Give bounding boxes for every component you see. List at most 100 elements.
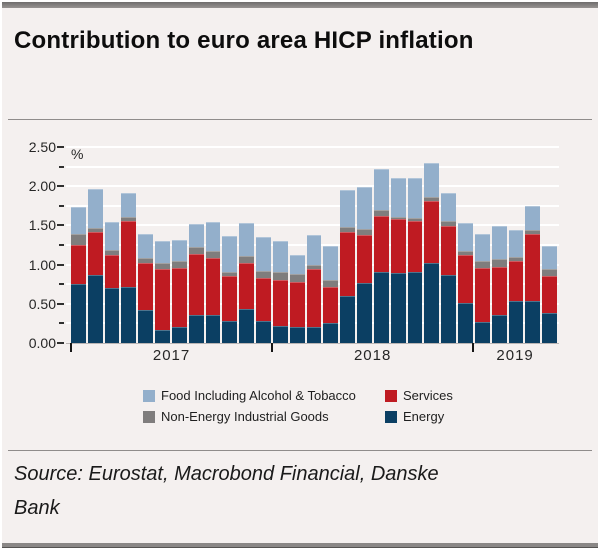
bar-2018-05 (340, 190, 356, 343)
legend-item-non-energy-industrial-goods: Non-Energy Industrial Goods (143, 409, 329, 424)
segment-services-2017-12 (256, 277, 271, 322)
segment-services-2017-07 (171, 267, 187, 328)
segment-non-energy-industrial-goods-2017-09 (205, 250, 221, 258)
segment-energy-2017-05 (138, 310, 154, 343)
segment-energy-2018-08 (390, 273, 406, 343)
bar-2017-10 (222, 236, 238, 343)
segment-non-energy-industrial-goods-2018-08 (390, 216, 406, 220)
segment-energy-2018-12 (458, 303, 473, 343)
segment-non-energy-industrial-goods-2017-04 (121, 216, 137, 221)
segment-non-energy-industrial-goods-2017-05 (138, 257, 154, 264)
bar-2017-01 (71, 207, 86, 343)
segment-services-2017-03 (104, 255, 120, 289)
y-axis-major-tick (57, 185, 64, 188)
source-text: Source: Eurostat, Macrobond Financial, D… (14, 463, 439, 519)
segment-food-including-alcohol-tobacco-2017-04 (121, 193, 137, 217)
gridline (66, 146, 559, 148)
legend-label: Food Including Alcohol & Tobacco (161, 388, 356, 403)
segment-services-2018-12 (458, 255, 473, 304)
legend-label: Services (403, 388, 453, 403)
segment-non-energy-industrial-goods-2019-05 (542, 268, 558, 276)
segment-food-including-alcohol-tobacco-2017-08 (188, 223, 204, 247)
y-axis-minor-tick (59, 283, 64, 286)
segment-non-energy-industrial-goods-2017-12 (256, 270, 271, 278)
segment-non-energy-industrial-goods-2018-02 (289, 274, 305, 282)
y-axis-major-tick (57, 224, 64, 227)
bar-2018-07 (373, 168, 389, 343)
segment-food-including-alcohol-tobacco-2018-06 (357, 187, 372, 229)
y-axis-major-tick (57, 302, 64, 305)
segment-services-2018-03 (306, 268, 322, 328)
legend-swatch (385, 410, 397, 423)
bar-2018-01 (272, 241, 288, 343)
segment-food-including-alcohol-tobacco-2019-01 (474, 234, 490, 261)
plot-area (66, 146, 559, 343)
gridline (66, 224, 559, 227)
segment-non-energy-industrial-goods-2018-06 (357, 228, 372, 235)
bar-2019-02 (491, 226, 507, 343)
segment-non-energy-industrial-goods-2018-11 (441, 220, 457, 227)
y-axis-label: 1.50 (28, 217, 56, 234)
y-axis-unit-label: % (71, 146, 84, 162)
bar-2018-08 (390, 177, 406, 343)
segment-energy-2017-02 (87, 274, 103, 343)
bar-2017-03 (104, 222, 120, 343)
segment-energy-2017-11 (239, 309, 255, 343)
y-axis-major-tick (57, 342, 64, 344)
segment-food-including-alcohol-tobacco-2018-12 (458, 223, 473, 251)
segment-services-2017-09 (205, 257, 221, 315)
bar-2017-05 (138, 234, 154, 343)
chart-title: Contribution to euro area HICP inflation (14, 27, 474, 54)
legend-item-energy: Energy (385, 409, 444, 424)
segment-energy-2017-01 (71, 284, 86, 343)
bar-2018-06 (357, 187, 372, 343)
legend-label: Non-Energy Industrial Goods (161, 409, 329, 424)
segment-energy-2018-03 (306, 327, 322, 343)
segment-energy-2019-03 (508, 300, 524, 343)
segment-food-including-alcohol-tobacco-2017-06 (155, 241, 170, 264)
segment-energy-2019-04 (525, 301, 541, 343)
y-axis-label: 0.00 (28, 335, 56, 351)
y-axis-major-tick (57, 263, 64, 266)
segment-non-energy-industrial-goods-2018-01 (272, 271, 288, 281)
segment-non-energy-industrial-goods-2018-12 (458, 250, 473, 256)
segment-energy-2017-04 (121, 286, 137, 343)
segment-food-including-alcohol-tobacco-2018-01 (272, 241, 288, 272)
y-axis-label: 2.50 (28, 139, 56, 155)
segment-food-including-alcohol-tobacco-2017-12 (256, 237, 271, 271)
segment-non-energy-industrial-goods-2017-06 (155, 263, 170, 270)
bar-2017-08 (188, 223, 204, 343)
bar-2018-10 (424, 162, 440, 343)
segment-services-2019-01 (474, 267, 490, 322)
bar-2018-04 (323, 245, 339, 343)
segment-non-energy-industrial-goods-2017-01 (71, 234, 86, 246)
segment-energy-2019-01 (474, 321, 490, 343)
segment-energy-2017-07 (171, 327, 187, 343)
segment-services-2018-11 (441, 226, 457, 275)
bar-2017-07 (171, 239, 187, 343)
segment-food-including-alcohol-tobacco-2019-03 (508, 230, 524, 257)
y-axis-label: 1.00 (28, 256, 56, 273)
bar-2017-04 (121, 193, 137, 343)
segment-services-2017-10 (222, 276, 238, 322)
segment-food-including-alcohol-tobacco-2017-03 (104, 222, 120, 250)
legend-swatch (385, 389, 397, 402)
segment-food-including-alcohol-tobacco-2018-02 (289, 255, 305, 275)
y-axis-label: 0.50 (28, 295, 56, 312)
legend-swatch (143, 410, 155, 423)
y-axis-minor-tick (59, 322, 64, 325)
bar-2018-11 (441, 192, 457, 343)
bar-2018-09 (407, 178, 423, 343)
bottom-accent-bar (2, 543, 598, 548)
segment-services-2017-02 (87, 231, 103, 275)
year-label-2019: 2019 (496, 347, 534, 364)
segment-non-energy-industrial-goods-2017-08 (188, 246, 204, 255)
segment-food-including-alcohol-tobacco-2018-09 (407, 178, 423, 218)
segment-food-including-alcohol-tobacco-2018-05 (340, 190, 356, 227)
segment-services-2017-05 (138, 263, 154, 311)
legend-item-services: Services (385, 388, 453, 403)
segment-services-2019-05 (542, 275, 558, 314)
y-axis-minor-tick (59, 244, 64, 246)
segment-food-including-alcohol-tobacco-2018-04 (323, 245, 339, 281)
